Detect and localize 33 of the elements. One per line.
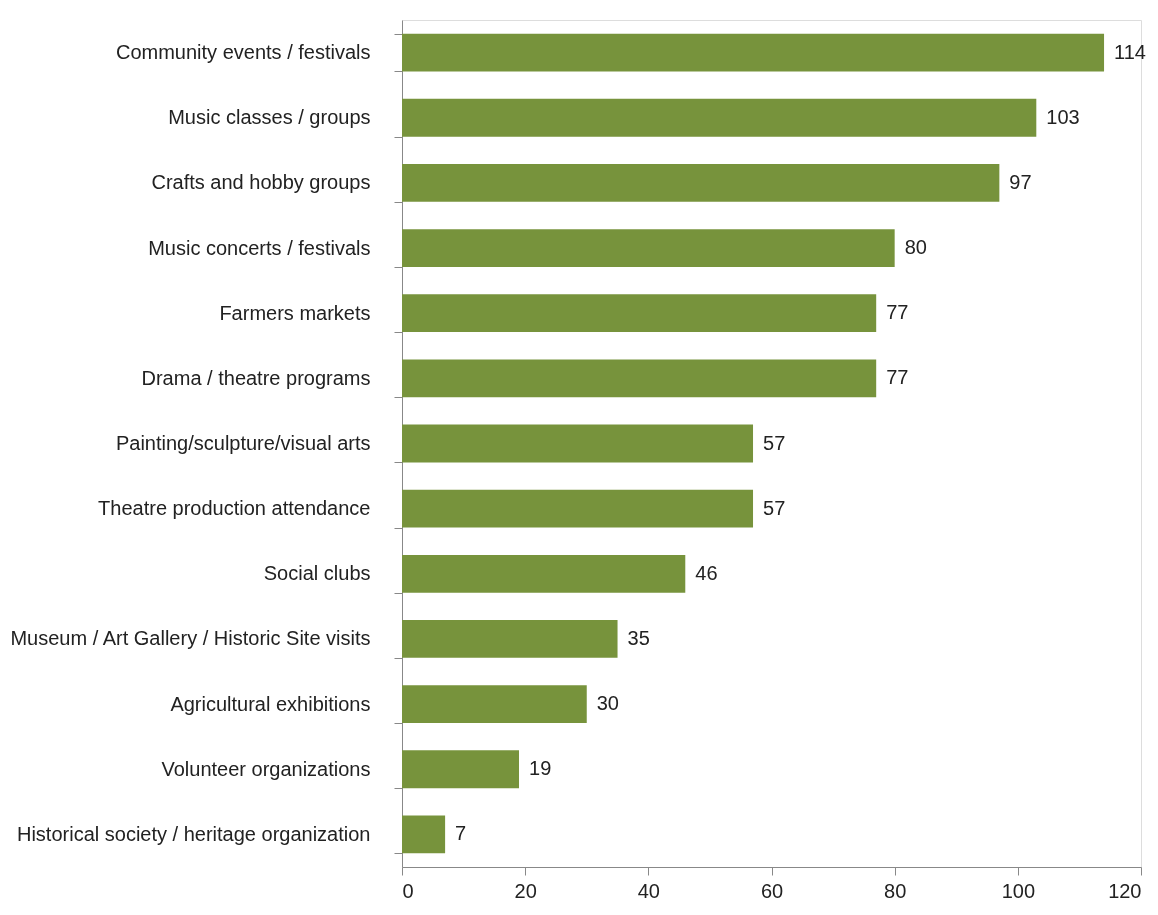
y-tick-label: Historical society / heritage organization <box>16 822 371 845</box>
data-label: 7 <box>455 822 467 845</box>
y-tick-label: Music concerts / festivals <box>148 236 371 259</box>
y-tick-label: Music classes / groups <box>168 106 371 129</box>
data-label: 77 <box>886 366 909 389</box>
data-label: 103 <box>1046 105 1080 128</box>
data-label: 57 <box>763 431 786 454</box>
y-tick-label: Crafts and hobby groups <box>151 171 371 194</box>
y-tick-label: Painting/sculpture/visual arts <box>115 432 371 454</box>
x-tick-label: 80 <box>884 879 907 902</box>
y-tick-label: Farmers markets <box>219 301 371 324</box>
y-tick-label: Community events / festivals <box>115 41 371 64</box>
x-tick-label: 20 <box>514 879 537 902</box>
x-tick-label: 120 <box>1108 879 1142 902</box>
x-tick-label: 60 <box>760 879 784 902</box>
y-tick-label: Drama / theatre programs <box>141 366 371 389</box>
y-tick-label: Museum / Art Gallery / Historic Site visits <box>10 627 371 650</box>
y-tick-label: Social clubs <box>263 562 371 585</box>
data-label: 114 <box>1114 40 1146 63</box>
x-tick-label: 100 <box>1001 879 1036 902</box>
data-label: 19 <box>529 757 552 780</box>
data-label: 35 <box>627 626 650 649</box>
y-tick-label: Agricultural exhibitions <box>170 692 371 715</box>
y-tick-label: Volunteer organizations <box>161 757 371 780</box>
data-label: 80 <box>904 236 927 259</box>
data-label: 57 <box>763 496 786 519</box>
data-label: 77 <box>886 301 909 324</box>
x-tick-label: 40 <box>637 879 660 902</box>
data-label: 30 <box>596 692 619 715</box>
data-label: 97 <box>1009 170 1032 193</box>
y-tick-label: Theatre production attendance <box>98 497 371 520</box>
x-tick-label: 0 <box>402 879 414 902</box>
data-label: 46 <box>695 561 718 584</box>
